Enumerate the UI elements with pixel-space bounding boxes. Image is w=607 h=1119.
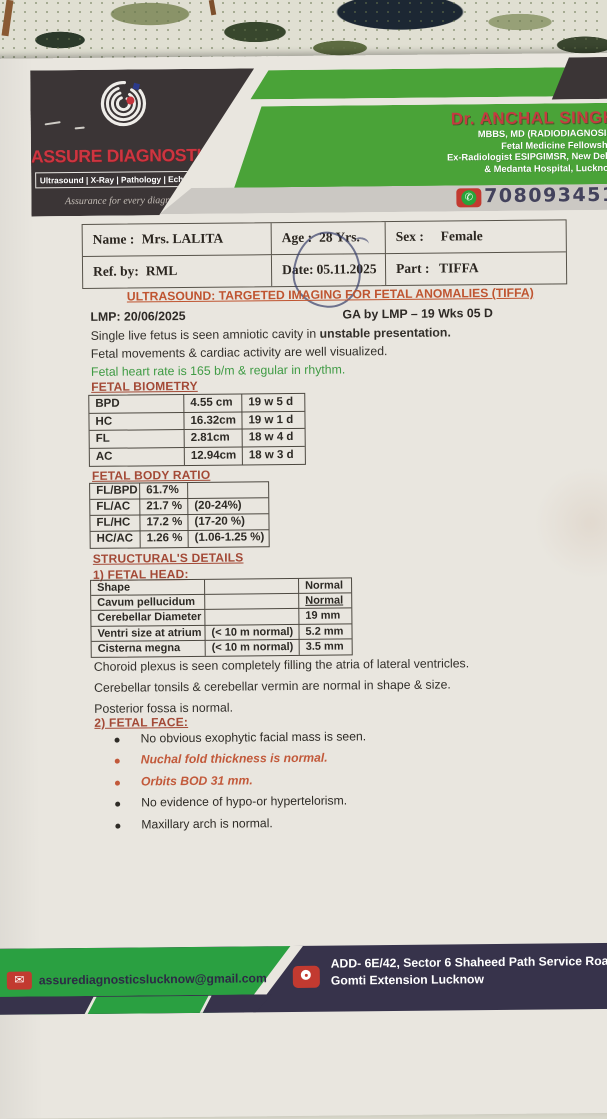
ratio-heading: FETAL BODY RATIO xyxy=(91,467,211,483)
patient-part-value: TIFFA xyxy=(438,259,479,276)
head-value: Normal xyxy=(299,593,352,610)
fetal-head-table: Shape Normal Cavum pellucidum Normal Cereb… xyxy=(90,577,353,658)
patient-name-label: Name : xyxy=(92,231,135,247)
patient-sex-cell: Sex : Female xyxy=(385,220,566,254)
ratio-cell: (1.06-1.25 %) xyxy=(194,531,265,544)
head-note xyxy=(205,594,300,611)
biometry-cell: 4.55 cm xyxy=(184,394,243,413)
biometry-heading: FETAL BIOMETRY xyxy=(91,378,198,394)
head-note: (< 10 m normal) xyxy=(205,639,300,656)
ratio-cell: (17-20 %) xyxy=(188,514,269,531)
head-value: 3.5 mm xyxy=(305,640,344,653)
head-label: Shape xyxy=(91,579,206,597)
clinic-phone: 7080934512 xyxy=(484,183,607,208)
ratio-cell: (20-24%) xyxy=(188,498,269,515)
footer-band: ✉ assurediagnosticslucknow@gmail.com ADD… xyxy=(0,942,607,1015)
letterhead-dark-panel: ASSURE DIAGNOSTICS Ultrasound | X-Ray | … xyxy=(30,68,255,216)
letterhead-green-stripe xyxy=(250,67,607,100)
patient-sex-label: Sex : xyxy=(395,228,424,244)
head-value: 5.2 mm xyxy=(299,623,352,640)
head-label: Cisterna megna xyxy=(91,640,206,657)
ratio-cell: 21.7 % xyxy=(140,498,189,516)
biometry-cell: 19 w 5 d xyxy=(242,393,305,412)
ratio-cell: FL/BPD xyxy=(90,483,141,500)
face-bullet: Nuchal fold thickness is normal. xyxy=(140,750,328,767)
head-note xyxy=(205,609,300,626)
finding-presentation-bold: unstable presentation. xyxy=(319,325,451,341)
head-note: (< 10 m normal) xyxy=(205,624,300,641)
ratio-cell: 61.7% xyxy=(140,482,189,500)
clinic-logo xyxy=(90,74,155,135)
biometry-cell: 2.81cm xyxy=(184,429,243,448)
biometry-cell: 19 w 1 d xyxy=(242,411,305,430)
face-bullet: No evidence of hypo-or hypertelorism. xyxy=(141,793,348,810)
biometry-cell: BPD xyxy=(89,395,185,414)
finding-movements: Fetal movements & cardiac activity are w… xyxy=(90,344,388,361)
address-line-2: Gomti Extension Lucknow xyxy=(330,971,484,988)
head-note-line: Posterior fossa is normal. xyxy=(94,700,234,716)
ratio-cell: FL/HC xyxy=(90,515,141,532)
location-pin-icon xyxy=(292,965,320,988)
clinic-address: ADD- 6E/42, Sector 6 Shaheed Path Servic… xyxy=(331,953,607,989)
ratio-cell: 1.26 % xyxy=(140,530,189,548)
ratio-cell: FL/AC xyxy=(90,499,141,516)
patient-ref-label: Ref. by: xyxy=(92,262,139,279)
biometry-cell: AC xyxy=(89,447,185,466)
clinic-email: assurediagnosticslucknow@gmail.com xyxy=(38,971,267,988)
head-note-line: Cerebellar tonsils & cerebellar vermin a… xyxy=(93,677,451,695)
head-value: Normal xyxy=(299,578,352,595)
fetal-face-heading: 2) FETAL FACE: xyxy=(94,714,189,730)
patient-part-cell: Part : TIFFA xyxy=(386,252,566,285)
ratio-cell xyxy=(188,482,269,499)
address-line-1: ADD- 6E/42, Sector 6 Shaheed Path Servic… xyxy=(330,953,607,971)
biometry-cell: 16.32cm xyxy=(184,411,243,431)
pen-mark xyxy=(75,127,85,130)
face-bullet: Orbits BOD 31 mm. xyxy=(140,773,253,789)
biometry-cell: HC xyxy=(89,412,185,431)
biometry-cell: 18 w 3 d xyxy=(248,448,294,461)
structural-heading: STRUCTURAL'S DETAILS xyxy=(92,550,244,566)
patient-name-cell: Name : Mrs. LALITA xyxy=(82,223,272,257)
finding-presentation-text: Single live fetus is seen amniotic cavit… xyxy=(90,326,320,343)
ratio-cell: 17.2 % xyxy=(140,514,189,532)
doctor-experience-2: & Medanta Hospital, Lucknow xyxy=(484,162,607,174)
clinic-name: ASSURE DIAGNOSTICS xyxy=(30,144,225,167)
doctor-block: Dr. ANCHAL SINGH MBBS, MD (RADIODIAGNOSI… xyxy=(216,108,607,178)
letterhead-green-band: Dr. ANCHAL SINGH MBBS, MD (RADIODIAGNOSI… xyxy=(232,103,607,191)
biometry-cell: FL xyxy=(89,430,185,449)
clinic-services: Ultrasound | X-Ray | Pathology | Echo | … xyxy=(35,171,215,189)
fetal-biometry-table: BPD 4.55 cm 19 w 5 d HC 16.32cm 19 w 1 d FL 2… xyxy=(88,392,306,467)
face-bullet: Maxillary arch is normal. xyxy=(141,816,273,832)
patient-part-label: Part : xyxy=(395,260,430,276)
head-note xyxy=(205,578,300,596)
phone-stripe: ✆ 7080934512 xyxy=(159,184,607,214)
face-bullet: No obvious exophytic facial mass is seen… xyxy=(140,729,367,746)
head-value: 19 mm xyxy=(299,608,352,625)
whatsapp-icon: ✆ xyxy=(456,188,481,207)
fetal-body-ratio-table: FL/BPD 61.7% FL/AC 21.7 % (20-24%) FL/HC 17.… xyxy=(89,481,270,549)
pen-mark xyxy=(45,121,61,125)
ga-value: GA by LMP – 19 Wks 05 D xyxy=(342,306,493,322)
finding-presentation: Single live fetus is seen amniotic cavit… xyxy=(91,325,451,342)
report-title: ULTRASOUND: TARGETED IMAGING FOR FETAL A… xyxy=(126,285,534,304)
report-page: ASSURE DIAGNOSTICS Ultrasound | X-Ray | … xyxy=(0,52,607,1119)
lmp-value: LMP: 20/06/2025 xyxy=(90,308,186,324)
biometry-cell: 18 w 4 d xyxy=(242,428,305,447)
patient-ref-value: RML xyxy=(145,262,178,278)
ratio-cell: HC/AC xyxy=(90,531,141,548)
patient-ref-cell: Ref. by: RML xyxy=(82,254,273,288)
biometry-cell: 12.94cm xyxy=(184,446,243,466)
finding-heart-rate: Fetal heart rate is 165 b/m & regular in… xyxy=(90,362,346,379)
head-label: Cerebellar Diameter xyxy=(91,610,206,627)
footer-green-slash xyxy=(84,995,212,1014)
patient-sex-value: Female xyxy=(440,228,483,244)
head-note-line: Choroid plexus is seen completely fillin… xyxy=(93,656,470,674)
whatsapp-glyph: ✆ xyxy=(461,190,476,205)
mail-icon: ✉ xyxy=(6,971,32,990)
patient-name-value: Mrs. LALITA xyxy=(141,230,224,247)
head-label: Ventri size at atrium xyxy=(91,625,206,642)
head-label: Cavum pellucidum xyxy=(91,595,206,612)
